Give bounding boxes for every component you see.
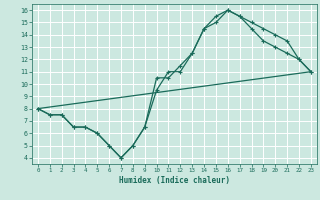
X-axis label: Humidex (Indice chaleur): Humidex (Indice chaleur) bbox=[119, 176, 230, 185]
